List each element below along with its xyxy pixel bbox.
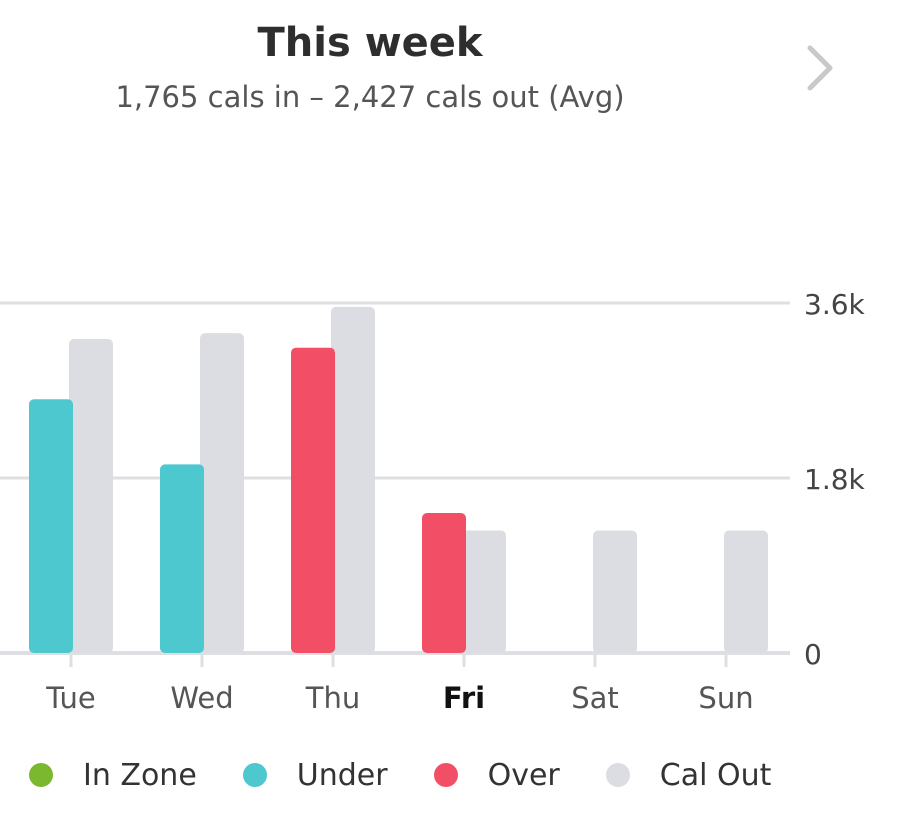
bar-cal-out	[200, 333, 244, 653]
legend-label: Under	[296, 757, 388, 793]
legend-dot	[605, 763, 630, 787]
page-title: This week	[257, 20, 483, 66]
y-tick-label: 1.8k	[804, 463, 866, 496]
calorie-summary: 1,765 cals in – 2,427 cals out (Avg)	[115, 80, 625, 114]
legend-item-under: Under	[242, 757, 388, 793]
bar-cals-in	[291, 347, 335, 653]
x-tick-label: Sun	[698, 681, 753, 715]
legend-dot	[29, 763, 53, 787]
header: This week 1,765 cals in – 2,427 cals out…	[0, 0, 909, 140]
bar-cals-in	[29, 399, 73, 653]
legend-item-cal-out: Cal Out	[605, 757, 772, 793]
legend-label: Over	[487, 757, 560, 793]
y-tick-label: 3.6k	[804, 288, 866, 321]
bar-cal-out	[593, 530, 637, 653]
legend-dot	[433, 763, 458, 787]
chart-canvas: 0 1.8k 3.6k Tue Wed Thu Fri Sat Sun	[0, 288, 866, 715]
x-tick-label: Fri	[443, 681, 485, 715]
chart-legend: In Zone Under Over Cal Out	[0, 745, 909, 805]
legend-label: Cal Out	[659, 757, 772, 793]
legend-label: In Zone	[83, 757, 197, 793]
bar-cals-in	[422, 513, 466, 653]
y-tick-label: 0	[804, 638, 822, 671]
bar-cal-out	[331, 306, 375, 653]
bar-cals-in	[160, 464, 204, 653]
x-tick-label: Wed	[170, 681, 233, 715]
chevron-right-icon	[807, 45, 833, 91]
x-tick-label: Sat	[571, 681, 619, 715]
legend-item-in-zone: In Zone	[29, 758, 197, 793]
next-week-button[interactable]	[790, 38, 850, 98]
bar-cal-out	[724, 530, 768, 653]
x-tick-label: Tue	[45, 681, 96, 715]
legend-item-over: Over	[433, 757, 560, 793]
x-tick-label: Thu	[305, 681, 360, 715]
weekly-calorie-chart: 0 1.8k 3.6k Tue Wed Thu Fri Sat Sun	[0, 250, 909, 730]
legend-dot	[242, 763, 267, 787]
bar-cal-out	[69, 338, 113, 653]
bar-cal-out	[462, 530, 506, 653]
